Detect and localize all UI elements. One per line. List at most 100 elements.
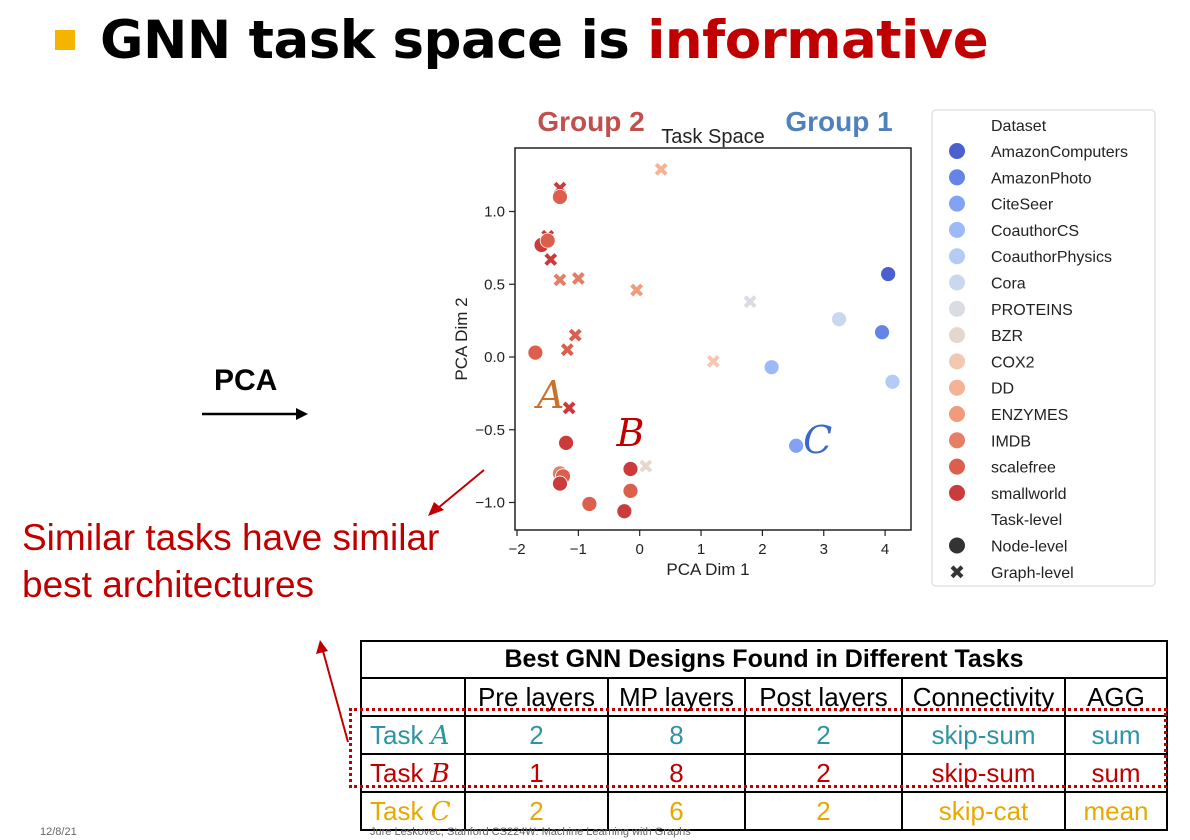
- data-point-graph: [630, 283, 644, 297]
- legend-marker: [949, 458, 965, 475]
- data-point-graph: [706, 354, 720, 368]
- similar-tasks-note: Similar tasks have similar best architec…: [22, 514, 439, 608]
- legend-entry: CiteSeer: [991, 197, 1054, 214]
- x-tick-label: −1: [570, 541, 587, 558]
- similar-line-2: best architectures: [22, 564, 315, 605]
- legend-entry: Cora: [991, 276, 1026, 293]
- data-point-graph: [544, 253, 558, 266]
- legend-entry: Node-level: [991, 539, 1067, 556]
- table-row: Task A 2 8 2 skip-sum sum: [360, 715, 1168, 755]
- x-tick-label: −2: [508, 541, 525, 558]
- legend-marker: [949, 327, 965, 344]
- data-point-node: [622, 482, 639, 499]
- table-cell: 8: [607, 715, 746, 755]
- table-cell: 2: [464, 715, 609, 755]
- x-tick-label: 3: [820, 541, 828, 558]
- data-point-node: [884, 373, 901, 390]
- task-label: Task A: [360, 715, 466, 755]
- data-point-node: [581, 496, 598, 512]
- table-cell: skip-sum: [901, 715, 1066, 755]
- legend-marker: [950, 565, 964, 579]
- legend-box: [931, 109, 1156, 587]
- task-annotation: A: [534, 373, 564, 417]
- arrow-head: [316, 640, 328, 654]
- data-point-node: [616, 503, 633, 520]
- table-cell: skip-sum: [901, 753, 1066, 793]
- table-header-row: Pre layers MP layers Post layers Connect…: [360, 677, 1168, 717]
- legend-marker: [949, 221, 965, 238]
- task-letter: B: [430, 758, 450, 789]
- legend-title-dataset: Dataset: [991, 118, 1047, 135]
- x-tick-label: 1: [697, 541, 705, 558]
- legend-marker: [949, 195, 965, 212]
- title-bullet: [55, 30, 75, 50]
- similar-line-1: Similar tasks have similar: [22, 517, 440, 558]
- legend-entry: Graph-level: [991, 565, 1074, 582]
- task-annotation: C: [803, 418, 832, 462]
- arrow-table-to-note: [322, 650, 349, 743]
- data-point-node: [552, 475, 568, 492]
- y-tick-label: 0.0: [484, 349, 505, 366]
- y-tick-label: 0.5: [484, 276, 505, 293]
- legend-marker: [949, 169, 965, 186]
- legend-marker: [949, 406, 965, 422]
- legend-entry: IMDB: [991, 433, 1031, 450]
- data-point-node: [788, 437, 805, 454]
- legend-entry: BZR: [991, 328, 1023, 345]
- slide-title: GNN task space is informative: [100, 8, 989, 74]
- legend-entry: smallworld: [991, 486, 1067, 503]
- data-point-node: [874, 324, 890, 341]
- x-tick-label: 4: [881, 541, 889, 558]
- table-header-cell: AGG: [1064, 677, 1168, 717]
- table-cell: sum: [1064, 715, 1168, 755]
- table-header-cell: MP layers: [607, 677, 746, 717]
- group-label: Group 2: [537, 106, 644, 137]
- plot-frame: [514, 147, 912, 531]
- table-header-cell: [360, 677, 466, 717]
- table-header-cell: Connectivity: [901, 677, 1066, 717]
- task-letter: C: [430, 796, 451, 827]
- table-row: Task B 1 8 2 skip-sum sum: [360, 753, 1168, 793]
- pca-arrow: [202, 408, 308, 420]
- table-cell: 1: [464, 753, 609, 793]
- data-point-node: [558, 434, 574, 451]
- table-cell: 2: [464, 791, 609, 831]
- data-point-graph: [654, 162, 668, 176]
- table-cell: 8: [607, 753, 746, 793]
- legend-title-task-level: Task-level: [991, 512, 1062, 529]
- task-word: Task: [370, 757, 424, 788]
- legend-entry: AmazonPhoto: [991, 170, 1092, 187]
- data-point-graph: [553, 273, 567, 287]
- x-tick-label: 2: [758, 541, 766, 558]
- table-cell: skip-cat: [901, 791, 1066, 831]
- group-label: Group 1: [785, 106, 892, 137]
- table-cell: 2: [744, 791, 903, 831]
- data-point-graph: [562, 401, 576, 415]
- legend-marker: [949, 379, 965, 396]
- data-point-node: [880, 266, 897, 282]
- data-point-node: [539, 232, 556, 249]
- footer-date: 12/8/21: [40, 826, 77, 838]
- task-letter: A: [430, 720, 450, 751]
- legend-marker: [949, 537, 965, 554]
- arrow-to-note: [437, 469, 485, 509]
- task-annotation: B: [616, 411, 645, 455]
- x-axis-label: PCA Dim 1: [666, 560, 749, 579]
- legend-marker: [949, 143, 965, 159]
- legend-entry: scalefree: [991, 460, 1056, 477]
- arrow-head: [428, 502, 444, 516]
- data-point-graph: [568, 328, 582, 342]
- legend-entry: CoauthorPhysics: [991, 249, 1112, 266]
- table-cell: 6: [607, 791, 746, 831]
- table-cell: 2: [744, 753, 903, 793]
- y-tick-label: −1.0: [475, 495, 505, 512]
- data-point-node: [622, 461, 639, 477]
- table-header-cell: Pre layers: [464, 677, 609, 717]
- title-highlight: informative: [647, 10, 989, 71]
- data-point-node: [763, 359, 780, 376]
- y-axis-label: PCA Dim 2: [452, 297, 471, 380]
- best-designs-table: Best GNN Designs Found in Different Task…: [360, 640, 1168, 831]
- data-point-graph: [571, 272, 585, 285]
- task-label: Task B: [360, 753, 466, 793]
